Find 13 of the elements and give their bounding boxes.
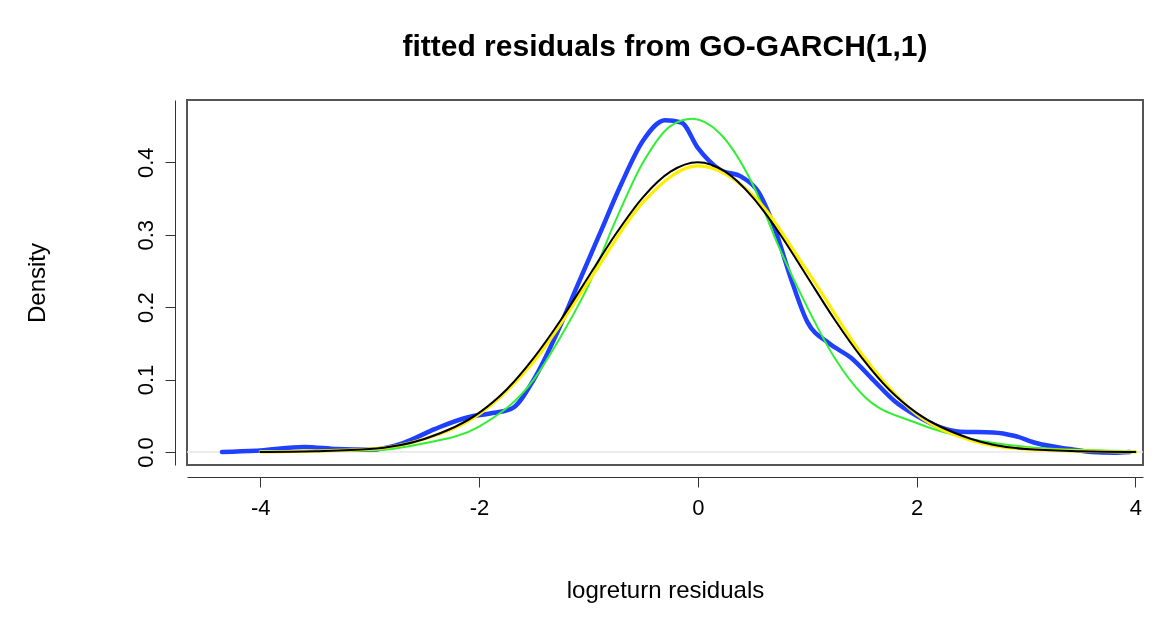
x-tick-label: -2	[469, 494, 490, 520]
y-tick-label: 0.2	[132, 292, 158, 323]
x-axis-title: logreturn residuals	[566, 575, 765, 603]
y-tick-label: 0.4	[132, 147, 158, 179]
x-tick-label: 0	[692, 494, 705, 520]
x-tick-label: 2	[910, 494, 924, 520]
y-tick-label: 0.1	[132, 364, 158, 396]
y-tick-label: 0.3	[132, 219, 158, 251]
x-tick-label: -4	[251, 494, 271, 520]
y-axis-title: Density	[22, 242, 50, 324]
chart-title: fitted residuals from GO-GARCH(1,1)	[402, 29, 928, 62]
y-tick-label: 0.0	[132, 437, 158, 468]
x-tick-label: 4	[1129, 494, 1142, 520]
